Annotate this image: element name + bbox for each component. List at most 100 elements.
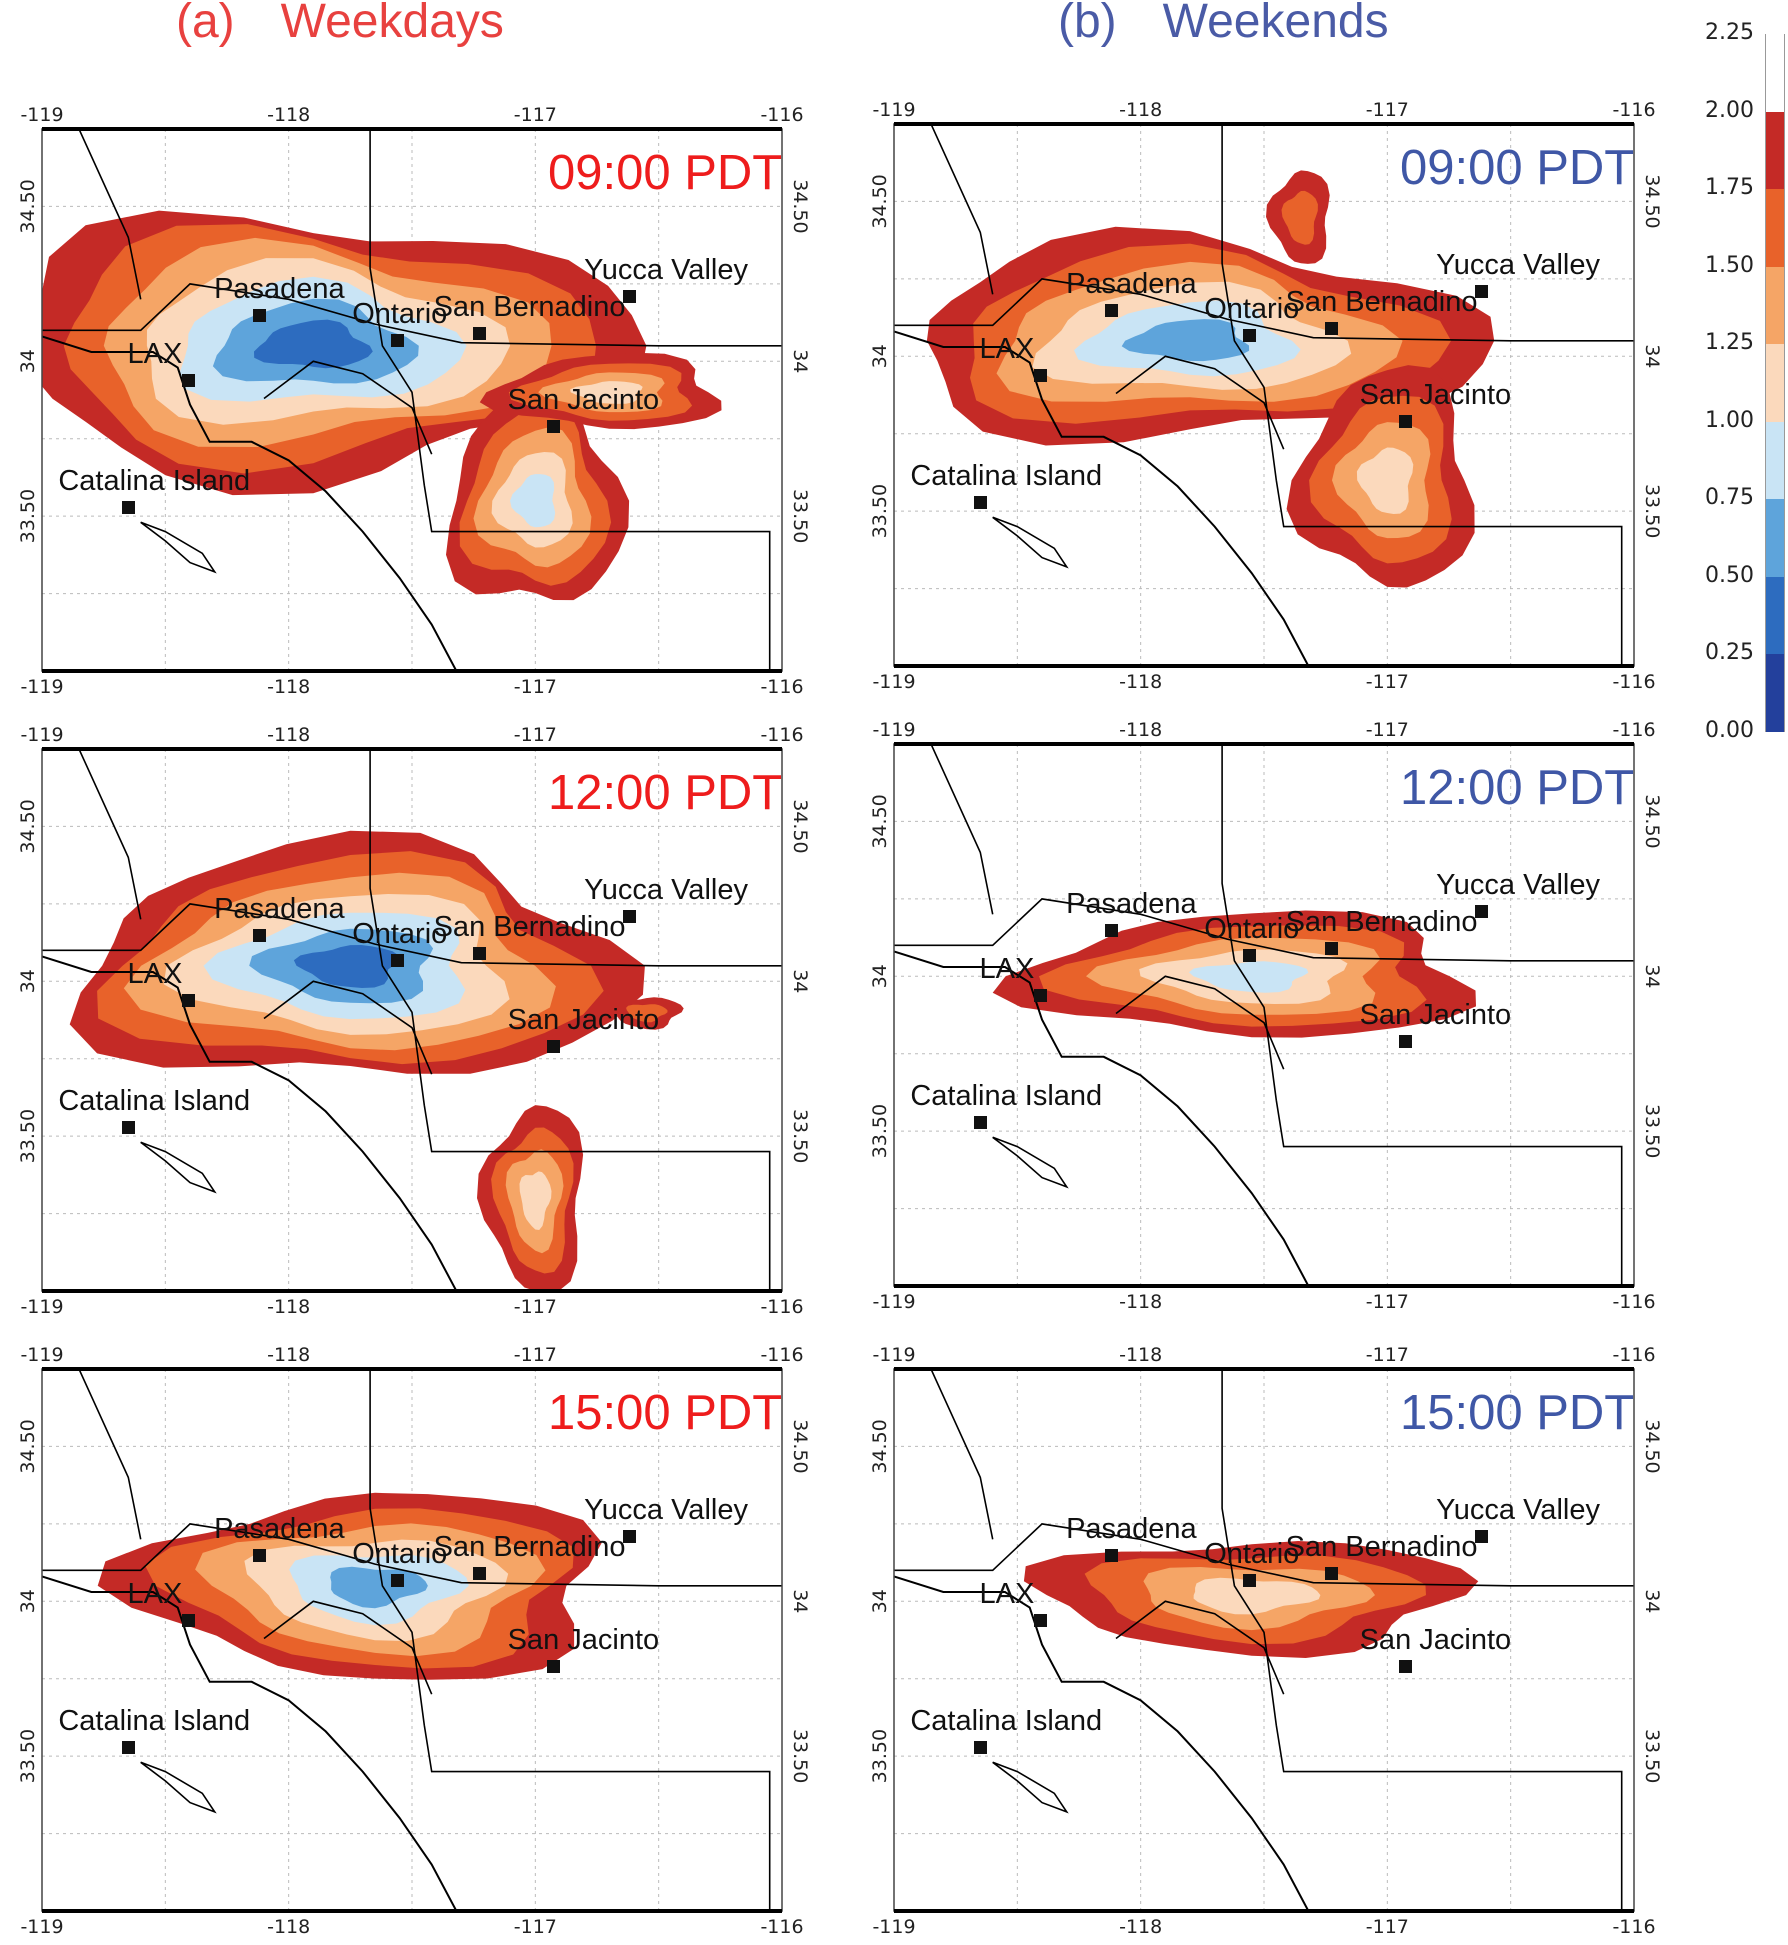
ratio-contours [894, 124, 1634, 666]
city-label: Pasadena [1066, 267, 1197, 300]
lon-tick-top: -117 [1366, 99, 1409, 121]
city-marker [1324, 1567, 1338, 1581]
city-marker [1475, 1530, 1489, 1544]
city-label: San Bernadino [433, 291, 626, 324]
city-label: Ontario [352, 1537, 448, 1570]
contour-level [626, 1004, 668, 1023]
lon-tick-top: -116 [1612, 719, 1655, 741]
colorbar-label: 1.50 [1705, 252, 1754, 278]
time-label: 12:00 PDT [1400, 761, 1635, 815]
colorbar [1765, 34, 1785, 732]
coastline [894, 330, 1310, 666]
colorbar-label: 1.25 [1705, 330, 1754, 356]
city-label: San Jacinto [1359, 379, 1512, 412]
city-marker [623, 290, 637, 304]
city-marker [1243, 948, 1257, 962]
lat-tick-right: 33.50 [1641, 1729, 1663, 1783]
lon-tick-bottom: -119 [20, 1296, 63, 1318]
city-label: San Jacinto [507, 384, 660, 417]
lat-tick-right: 34 [1641, 344, 1663, 368]
lon-tick-top: -117 [514, 104, 557, 126]
coastline [42, 1575, 458, 1911]
city-label: Catalina Island [910, 1079, 1103, 1112]
city-marker [391, 333, 405, 347]
map-frame: -119 -119 -118 -118 -117 -117 -116 -116 34.50 34.… [17, 1344, 811, 1938]
lon-tick-top: -118 [1119, 1344, 1162, 1366]
column-header-weekends: (b) Weekends [1058, 0, 1389, 49]
lat-tick-left: 34.50 [869, 174, 891, 228]
lon-tick-top: -119 [20, 724, 63, 746]
city-marker [1243, 328, 1257, 342]
lat-tick-right: 33.50 [789, 1109, 811, 1163]
lon-tick-bottom: -119 [872, 1916, 915, 1938]
city-marker [253, 308, 267, 322]
ratio-contours [894, 1369, 1634, 1911]
city-marker [1033, 368, 1047, 382]
city-label: San Bernadino [433, 911, 626, 944]
city-label: San Bernadino [433, 1531, 626, 1564]
time-label: 09:00 PDT [548, 146, 783, 200]
map-panel-b3: -119 -119 -118 -118 -117 -117 -116 -116 34.50 34.… [869, 1344, 1663, 1938]
colorbar-swatch [1765, 344, 1785, 422]
city-label: San Jacinto [507, 1624, 660, 1657]
lon-tick-top: -116 [1612, 1344, 1655, 1366]
lat-tick-left: 34.50 [17, 179, 39, 233]
catalina-outline [140, 521, 217, 574]
lon-tick-bottom: -117 [514, 676, 557, 698]
lat-tick-left: 34 [17, 969, 39, 993]
county-boundary [263, 980, 433, 1075]
column-title: Weekdays [280, 0, 504, 48]
city-marker [1398, 1035, 1412, 1049]
colorbar-label: 2.00 [1705, 97, 1754, 123]
city-marker [472, 327, 486, 341]
colorbar-swatch [1765, 654, 1785, 732]
city-label: Yucca Valley [584, 874, 748, 907]
catalina-outline [992, 516, 1069, 569]
lon-tick-bottom: -119 [872, 1291, 915, 1313]
lon-tick-top: -119 [872, 1344, 915, 1366]
county-boundary [894, 278, 1634, 342]
lon-tick-top: -116 [760, 724, 803, 746]
map-frame: -119 -119 -118 -118 -117 -117 -116 -116 34.50 34.… [17, 724, 811, 1318]
city-label: Catalina Island [910, 459, 1103, 492]
lon-tick-bottom: -116 [1612, 1916, 1655, 1938]
lon-tick-bottom: -116 [1612, 1291, 1655, 1313]
city-marker [1105, 1548, 1119, 1562]
county-boundary [1115, 975, 1285, 1070]
contour-level [1193, 1577, 1321, 1615]
city-marker [122, 500, 136, 514]
lat-tick-right: 34.50 [1641, 1419, 1663, 1473]
city-label: Ontario [1204, 912, 1300, 945]
catalina-outline [992, 1136, 1069, 1189]
lon-tick-top: -116 [760, 104, 803, 126]
lat-tick-right: 34 [1641, 964, 1663, 988]
city-marker [181, 1613, 195, 1627]
lat-tick-right: 34 [789, 1589, 811, 1613]
coastline [42, 335, 458, 671]
county-boundary [930, 124, 994, 295]
lat-tick-left: 34.50 [869, 794, 891, 848]
county-boundary [78, 749, 142, 920]
lat-tick-left: 34 [869, 964, 891, 988]
lon-tick-bottom: -118 [267, 1916, 310, 1938]
map-panel-a3: -119 -119 -118 -118 -117 -117 -116 -116 34.50 34.… [17, 1344, 811, 1938]
city-label: LAX [127, 337, 183, 370]
lon-tick-bottom: -117 [514, 1296, 557, 1318]
city-marker [974, 1115, 988, 1129]
county-boundary [263, 360, 433, 455]
city-marker [623, 910, 637, 924]
colorbar-label: 0.75 [1705, 485, 1754, 511]
city-label: LAX [127, 957, 183, 990]
map-panel-b2: -119 -119 -118 -118 -117 -117 -116 -116 34.50 34.… [869, 719, 1663, 1313]
city-marker [1105, 303, 1119, 317]
catalina-outline [140, 1761, 217, 1814]
contour-level [293, 945, 400, 988]
county-boundary [930, 1369, 994, 1540]
lon-tick-top: -118 [267, 1344, 310, 1366]
lat-tick-right: 33.50 [1641, 1104, 1663, 1158]
city-marker [391, 1573, 405, 1587]
city-label: Ontario [352, 917, 448, 950]
city-marker [546, 1660, 560, 1674]
ratio-contours [42, 1369, 782, 1911]
lat-tick-right: 34 [1641, 1589, 1663, 1613]
